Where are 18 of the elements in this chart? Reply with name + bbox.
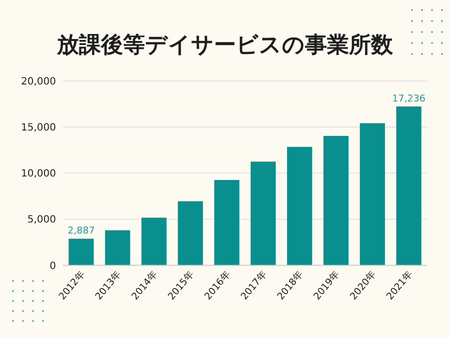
bar [178, 201, 203, 266]
bar [214, 180, 240, 266]
bar [323, 136, 349, 266]
y-tick-label: 0 [50, 260, 56, 272]
bar [105, 230, 130, 266]
bar [141, 218, 167, 266]
chart-title: 放課後等デイサービスの事業所数 [56, 33, 394, 58]
y-tick-label: 5,000 [27, 214, 56, 226]
bar [250, 162, 276, 266]
y-tick-label: 10,000 [21, 168, 56, 180]
bar [396, 106, 422, 266]
data-label: 2,887 [68, 226, 95, 237]
data-label: 17,236 [392, 93, 426, 104]
y-tick-label: 20,000 [21, 76, 56, 88]
y-tick-label: 15,000 [21, 122, 56, 134]
bar [360, 123, 385, 266]
bar [68, 238, 94, 266]
bar [287, 146, 312, 266]
